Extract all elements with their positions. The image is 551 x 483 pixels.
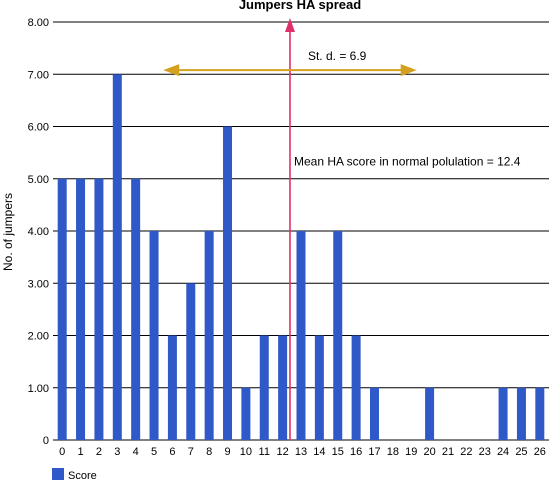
x-tick-label-13: 13 — [295, 446, 307, 458]
x-tick-label-0: 0 — [59, 446, 65, 458]
legend-swatch-score — [52, 468, 64, 480]
y-axis-label: No. of jumpers — [1, 193, 15, 271]
bar-4 — [131, 178, 141, 440]
sd-annotation-label: St. d. = 6.9 — [308, 49, 367, 63]
x-tick-label-17: 17 — [368, 446, 380, 458]
x-tick-label-8: 8 — [206, 446, 212, 458]
bar-1 — [76, 178, 86, 440]
bar-5 — [149, 231, 159, 440]
bar-3 — [112, 74, 122, 440]
y-tick-label-6: 6.00 — [28, 122, 49, 134]
x-tick-label-24: 24 — [497, 446, 509, 458]
bar-17 — [369, 387, 379, 440]
x-tick-label-6: 6 — [169, 446, 175, 458]
sd-arrow-head-right — [400, 64, 417, 77]
bar-8 — [204, 231, 214, 440]
x-tick-label-25: 25 — [515, 446, 527, 458]
x-tick-label-1: 1 — [77, 446, 83, 458]
y-tick-label-2: 2.00 — [28, 331, 49, 343]
y-tick-label-3: 3.00 — [28, 278, 49, 290]
mean-annotation-label: Mean HA score in normal polulation = 12.… — [294, 155, 521, 169]
bar-13 — [296, 231, 306, 440]
y-tick-label-5: 5.00 — [28, 174, 49, 186]
y-tick-labels: 0 1.00 2.00 3.00 4.00 5.00 6.00 7.00 8.00 — [28, 17, 49, 447]
bar-26 — [535, 387, 545, 440]
x-tick-label-16: 16 — [350, 446, 362, 458]
x-tick-label-7: 7 — [188, 446, 194, 458]
bar-0 — [57, 178, 67, 440]
annotations: Mean HA score in normal polulation = 12.… — [163, 18, 521, 440]
bar-20 — [425, 387, 435, 440]
bar-2 — [94, 178, 104, 440]
bar-10 — [241, 387, 251, 440]
x-tick-label-2: 2 — [96, 446, 102, 458]
sd-arrow-head-left — [163, 64, 180, 77]
x-tick-label-5: 5 — [151, 446, 157, 458]
y-tick-label-8: 8.00 — [28, 17, 49, 29]
x-tick-label-22: 22 — [460, 446, 472, 458]
bar-25 — [516, 387, 526, 440]
x-tick-label-21: 21 — [442, 446, 454, 458]
y-tick-label-7: 7.00 — [28, 69, 49, 81]
bar-12 — [278, 335, 288, 440]
x-tick-label-20: 20 — [423, 446, 435, 458]
x-tick-label-23: 23 — [479, 446, 491, 458]
x-tick-label-11: 11 — [259, 446, 270, 458]
mean-arrow-head — [284, 18, 295, 32]
x-tick-label-14: 14 — [313, 446, 325, 458]
legend-label-score: Score — [68, 470, 97, 482]
bar-16 — [351, 335, 361, 440]
x-tick-label-26: 26 — [534, 446, 546, 458]
x-tick-label-19: 19 — [405, 446, 417, 458]
x-tick-label-18: 18 — [387, 446, 399, 458]
chart-title: Jumpers HA spread — [239, 0, 361, 12]
bar-9 — [223, 126, 233, 440]
bar-6 — [167, 335, 177, 440]
bar-15 — [333, 231, 343, 440]
x-tick-label-10: 10 — [240, 446, 252, 458]
bar-14 — [314, 335, 324, 440]
x-tick-label-4: 4 — [133, 446, 139, 458]
x-tick-label-9: 9 — [224, 446, 230, 458]
x-tick-label-12: 12 — [277, 446, 289, 458]
x-tick-labels: 0 1 2 3 4 5 6 7 8 9 10 11 12 13 14 15 16 17 18 19 20 21 22 23 24… — [59, 446, 546, 458]
bar-7 — [186, 283, 196, 440]
bar-24 — [498, 387, 508, 440]
y-tick-label-1: 1.00 — [28, 383, 49, 395]
legend: Score — [52, 468, 97, 482]
y-tick-label-4: 4.00 — [28, 226, 49, 238]
x-tick-label-15: 15 — [332, 446, 344, 458]
bar-series-score — [57, 74, 545, 440]
bar-11 — [259, 335, 269, 440]
y-tick-label-0: 0 — [43, 435, 49, 447]
x-tick-label-3: 3 — [114, 446, 120, 458]
